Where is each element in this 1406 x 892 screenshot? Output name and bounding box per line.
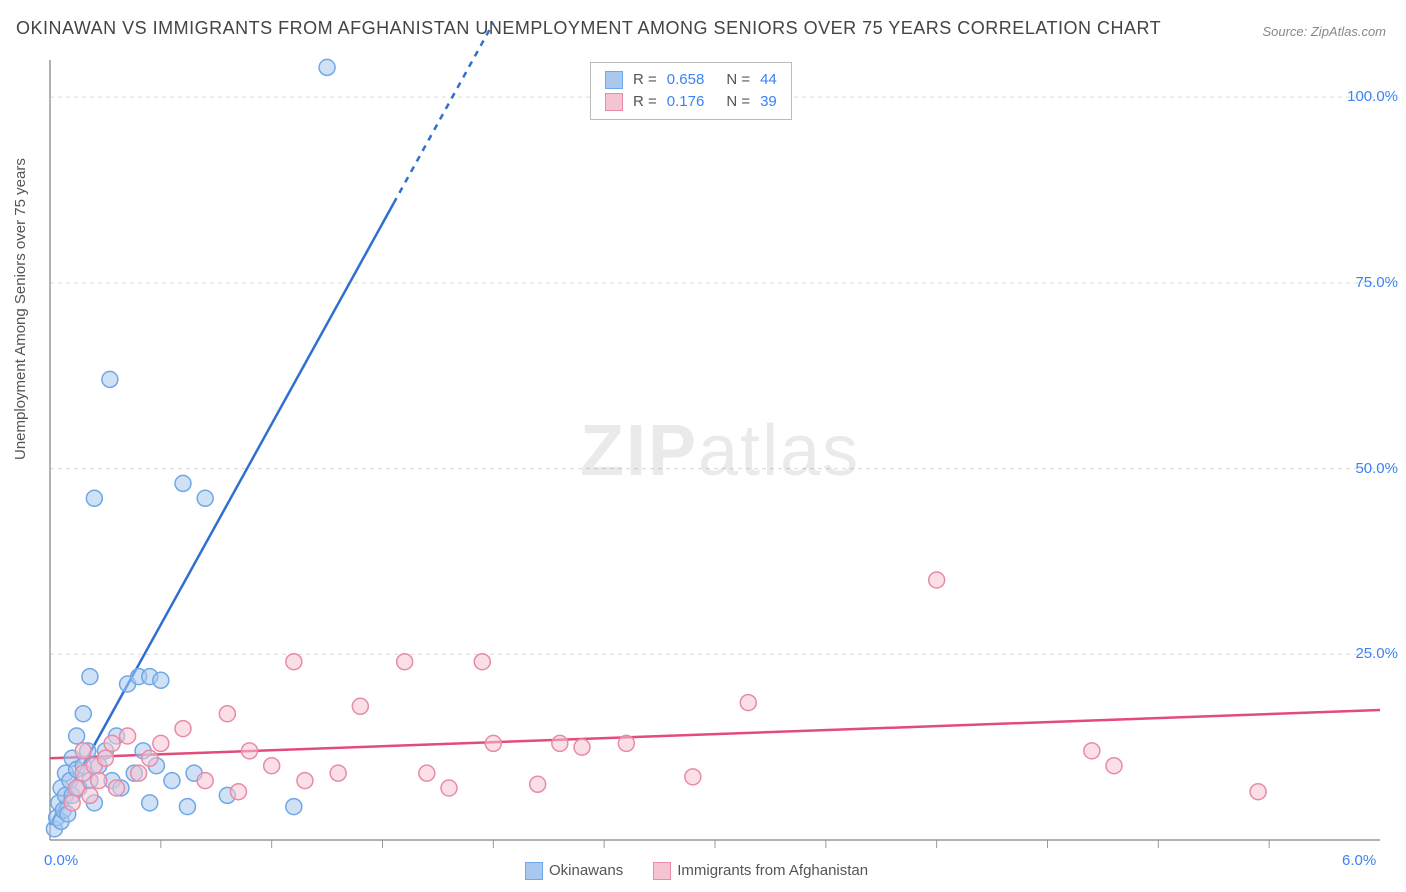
legend-swatch [653,862,671,880]
y-tick-label: 75.0% [1355,274,1398,291]
legend-item: Immigrants from Afghanistan [653,862,868,880]
y-axis-label: Unemployment Among Seniors over 75 years [12,158,29,460]
x-tick-label: 0.0% [44,852,78,869]
legend-row: R = 0.658 N = 44 [605,69,777,91]
y-tick-label: 50.0% [1355,460,1398,477]
legend-row: R = 0.176 N = 39 [605,91,777,113]
x-tick-label: 6.0% [1342,852,1376,869]
legend-n-value: 39 [760,91,777,113]
scatter-chart [50,60,1380,880]
legend-n-label: N = [726,69,750,91]
legend-r-value: 0.658 [667,69,705,91]
chart-plot: R = 0.658N = 44R = 0.176N = 39 Okinawans… [50,60,1380,840]
source-credit: Source: ZipAtlas.com [1262,24,1386,39]
legend-swatch [605,71,623,89]
legend-n-label: N = [726,91,750,113]
y-tick-label: 100.0% [1347,88,1398,105]
legend-n-value: 44 [760,69,777,91]
legend-r-label: R = [633,91,657,113]
y-tick-label: 25.0% [1355,645,1398,662]
legend-r-value: 0.176 [667,91,705,113]
legend-item: Okinawans [525,862,623,880]
correlation-legend: R = 0.658 N = 44 R = 0.176 N = 39 [590,62,792,120]
legend-series-name: Okinawans [549,862,623,879]
chart-title: OKINAWAN VS IMMIGRANTS FROM AFGHANISTAN … [16,18,1161,39]
legend-swatch [605,93,623,111]
legend-r-label: R = [633,69,657,91]
legend-swatch [525,862,543,880]
legend-series-name: Immigrants from Afghanistan [677,862,868,879]
series-legend: Okinawans Immigrants from Afghanistan [525,862,868,880]
